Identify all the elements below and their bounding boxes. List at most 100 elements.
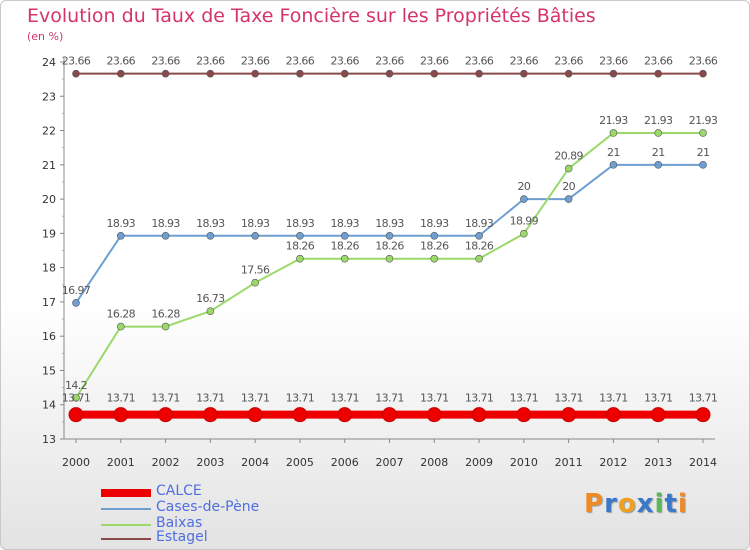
data-label-estagel: 23.66 [375,55,404,68]
x-tick-label: 2003 [196,456,224,469]
data-point-baixas [161,322,170,331]
legend-label-estagel: Estagel [156,529,208,545]
data-point-cases-de-p-ne [475,231,483,240]
x-tick-label: 2000 [62,456,90,469]
data-label-baixas: 18.26 [286,240,315,253]
data-label-calce: 13.71 [689,392,718,405]
x-tick-label: 2007 [376,456,404,469]
y-tick-label: 14 [42,399,56,412]
data-label-calce: 13.71 [107,392,136,405]
data-point-estagel [430,69,439,78]
x-tick-label: 2004 [241,456,269,469]
legend-item-calce: CALCE [101,483,321,501]
data-label-baixas: 18.26 [330,240,359,253]
data-point-estagel [296,69,304,78]
legend-label-calce: CALCE [156,483,202,499]
data-label-estagel: 23.66 [196,55,225,68]
data-label-cases-de-p-ne: 20 [562,180,575,193]
data-point-cases-de-p-ne [520,195,528,203]
data-label-calce: 13.71 [644,392,673,405]
data-label-calce: 13.71 [151,392,180,405]
data-label-cases-de-p-ne: 18.93 [241,217,270,230]
data-point-cases-de-p-ne [206,231,215,240]
data-point-cases-de-p-ne [699,161,707,169]
data-point-estagel [161,69,170,78]
data-point-baixas [699,129,707,137]
data-point-cases-de-p-ne [161,231,170,240]
data-label-baixas: 20.89 [554,150,583,163]
y-tick-label: 20 [42,193,56,206]
data-point-baixas [609,129,618,137]
data-point-baixas [340,254,349,263]
data-point-estagel [475,69,483,78]
data-point-baixas [116,322,125,331]
x-tick-label: 2010 [510,456,538,469]
data-point-baixas [296,254,304,263]
data-label-baixas: 21.93 [644,114,673,127]
data-point-estagel [564,69,573,78]
legend-swatch-estagel [101,538,151,540]
data-point-cases-de-p-ne [116,231,125,240]
data-point-calce [68,407,84,423]
data-point-estagel [609,69,618,78]
y-tick-label: 16 [42,330,56,343]
x-tick-label: 2009 [465,456,493,469]
data-label-estagel: 23.66 [151,55,180,68]
data-point-estagel [699,69,707,78]
logo-letter: r [604,489,618,519]
data-point-cases-de-p-ne [385,231,394,240]
data-point-estagel [340,69,349,78]
data-label-baixas: 18.26 [465,240,494,253]
proxiti-logo: Proxiti [584,489,688,519]
legend-label-baixas: Baixas [156,515,203,531]
data-point-cases-de-p-ne [609,161,618,169]
chart-title: Evolution du Taux de Taxe Foncière sur l… [27,5,596,27]
legend-item-baixas: Baixas [101,515,321,533]
data-point-estagel [654,69,663,78]
data-point-baixas [520,229,528,238]
data-label-estagel: 23.66 [465,55,494,68]
y-tick-label: 24 [42,56,56,69]
data-point-estagel [206,69,215,78]
data-point-calce [471,407,487,423]
data-label-cases-de-p-ne: 21 [697,146,710,159]
data-label-calce: 13.71 [62,392,91,405]
data-label-calce: 13.71 [599,392,628,405]
data-label-estagel: 23.66 [554,55,583,68]
data-point-calce [426,407,442,423]
data-point-baixas [72,394,80,402]
data-point-calce [247,407,263,423]
logo-letter: i [677,489,688,519]
y-tick-label: 18 [42,262,56,275]
logo-letter: o [617,489,637,519]
x-tick-label: 2011 [555,456,583,469]
data-point-calce [292,407,308,423]
data-point-estagel [72,69,80,78]
chart-subtitle: (en %) [27,30,64,43]
legend-label-cases-de-pene: Cases-de-Pène [156,499,260,515]
data-point-baixas [475,254,483,263]
data-label-calce: 13.71 [510,392,539,405]
data-label-cases-de-p-ne: 20 [517,180,530,193]
legend-swatch-cases-de-pene [101,508,151,510]
data-label-baixas: 18.26 [375,240,404,253]
logo-letter: t [664,489,678,519]
legend-swatch-calce [101,489,151,497]
data-label-cases-de-p-ne: 18.93 [107,217,136,230]
data-point-cases-de-p-ne [430,231,439,240]
data-point-calce [113,407,129,423]
data-label-baixas: 17.56 [241,264,270,277]
data-label-estagel: 23.66 [599,55,628,68]
data-point-estagel [251,69,259,78]
data-point-cases-de-p-ne [654,161,663,169]
data-label-cases-de-p-ne: 18.93 [330,217,359,230]
data-point-calce [695,407,711,423]
x-tick-label: 2006 [331,456,359,469]
data-label-calce: 13.71 [241,392,270,405]
data-point-calce [605,407,621,423]
data-label-baixas: 14.2 [65,379,87,392]
data-label-cases-de-p-ne: 18.93 [151,217,180,230]
legend-item-estagel: Estagel [101,529,321,547]
